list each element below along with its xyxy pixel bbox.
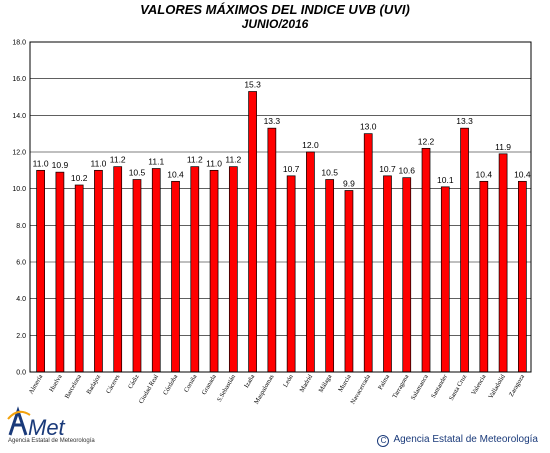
bar <box>228 166 238 373</box>
x-tick-label: Málaga <box>318 373 334 393</box>
x-tick-label: Valladolid <box>487 373 507 400</box>
data-label: 12.0 <box>302 140 319 150</box>
x-tick-label: Barcelona <box>64 373 83 399</box>
bar <box>209 169 219 373</box>
data-label: 10.7 <box>379 164 396 174</box>
logo-caption: Agencia Estatal de Meteorología <box>8 438 95 444</box>
aemet-logo: Met <box>7 406 66 440</box>
data-label: 10.7 <box>283 164 300 174</box>
chart-subtitle: JUNIO/2016 <box>241 17 309 31</box>
copyright-notice: C Agencia Estatal de Meteorología <box>377 434 538 447</box>
data-label: 9.9 <box>343 179 355 189</box>
bar <box>498 153 508 373</box>
y-tick-label: 16.0 <box>12 76 26 83</box>
x-tick-label: Tarragona <box>391 373 410 399</box>
bar <box>151 168 161 373</box>
x-tick-label: Cádiz <box>127 373 141 390</box>
bar <box>113 166 123 373</box>
chart-title: VALORES MÁXIMOS DEL INDICE UVB (UVI) <box>140 2 410 17</box>
x-tick-label: Maspalomas <box>253 373 276 405</box>
bar <box>344 190 354 373</box>
data-label: 11.0 <box>90 158 106 168</box>
y-tick-label: 6.0 <box>16 260 26 267</box>
data-label: 15.3 <box>244 80 261 90</box>
data-label: 11.2 <box>187 155 203 165</box>
bar <box>55 171 65 373</box>
copyright-text: Agencia Estatal de Meteorología <box>393 434 538 445</box>
bar <box>460 127 469 373</box>
bar <box>267 127 277 373</box>
x-tick-label: Córdoba <box>162 373 179 396</box>
y-tick-label: 4.0 <box>16 296 26 303</box>
bar <box>36 169 45 373</box>
x-tick-label: Almería <box>28 373 45 395</box>
data-label: 10.4 <box>167 169 184 179</box>
x-tick-label: Madrid <box>299 373 315 394</box>
bar <box>94 169 103 373</box>
x-tick-label: Zaragoza <box>508 373 526 398</box>
bar <box>363 133 373 373</box>
bar <box>479 180 489 373</box>
x-tick-label: Santander <box>430 373 449 400</box>
x-tick-label: Salamanca <box>410 373 430 401</box>
x-tick-label: León <box>282 373 295 389</box>
data-label: 11.0 <box>33 158 49 168</box>
data-label: 11.2 <box>110 155 126 165</box>
x-tick-label: Cáceres <box>105 373 122 395</box>
x-tick-label: S.Sebastián <box>216 373 238 403</box>
data-label: 13.3 <box>456 116 473 126</box>
data-label: 10.9 <box>52 160 69 170</box>
bar <box>248 91 257 373</box>
x-tick-label: Badajoz <box>85 373 102 395</box>
bar <box>132 179 142 373</box>
data-label: 10.2 <box>71 173 88 183</box>
data-label: 10.4 <box>514 169 531 179</box>
x-tick-label: Santa Cruz <box>448 373 468 401</box>
x-tick-label: Izaña <box>243 373 256 389</box>
x-tick-label: Murcia <box>337 373 353 393</box>
x-tick-label: Coruña <box>183 373 199 393</box>
data-label: 11.9 <box>495 142 511 152</box>
bar <box>190 166 200 373</box>
bar <box>325 179 335 373</box>
data-label: 12.2 <box>418 136 435 146</box>
data-label: 10.6 <box>398 166 415 176</box>
bar <box>440 186 450 373</box>
data-label: 11.1 <box>148 157 164 167</box>
bar <box>74 184 84 373</box>
data-label: 11.0 <box>206 158 222 168</box>
data-label: 10.1 <box>437 175 454 185</box>
bar <box>518 180 527 373</box>
data-label: 11.2 <box>225 155 241 165</box>
data-label: 10.4 <box>476 169 493 179</box>
x-tick-label: Huelva <box>48 373 64 393</box>
copyright-icon: C <box>377 435 390 447</box>
x-tick-label: Navacerrada <box>349 373 372 405</box>
y-tick-label: 8.0 <box>16 223 26 230</box>
plot-frame <box>29 41 532 373</box>
y-tick-label: 14.0 <box>12 113 26 120</box>
x-tick-label: Granada <box>201 373 218 396</box>
bar <box>383 175 392 373</box>
bar <box>171 180 180 373</box>
y-tick-label: 10.0 <box>12 186 26 193</box>
bar <box>306 151 315 373</box>
data-label: 10.5 <box>321 168 338 178</box>
y-tick-label: 12.0 <box>12 150 26 157</box>
x-tick-label: Valencia <box>470 373 487 396</box>
data-label: 10.5 <box>129 168 146 178</box>
data-label: 13.0 <box>360 122 377 132</box>
bar <box>421 147 431 373</box>
y-tick-label: 18.0 <box>12 40 26 47</box>
x-tick-label: Palma <box>377 373 391 391</box>
y-tick-label: 0.0 <box>16 370 26 377</box>
y-tick-label: 2.0 <box>16 333 26 340</box>
bar <box>286 175 296 373</box>
data-label: 13.3 <box>264 116 281 126</box>
bar <box>402 177 412 373</box>
x-tick-label: Ciudad Real <box>138 373 160 405</box>
bars-layer <box>36 91 527 373</box>
svg-text:Met: Met <box>28 415 66 440</box>
